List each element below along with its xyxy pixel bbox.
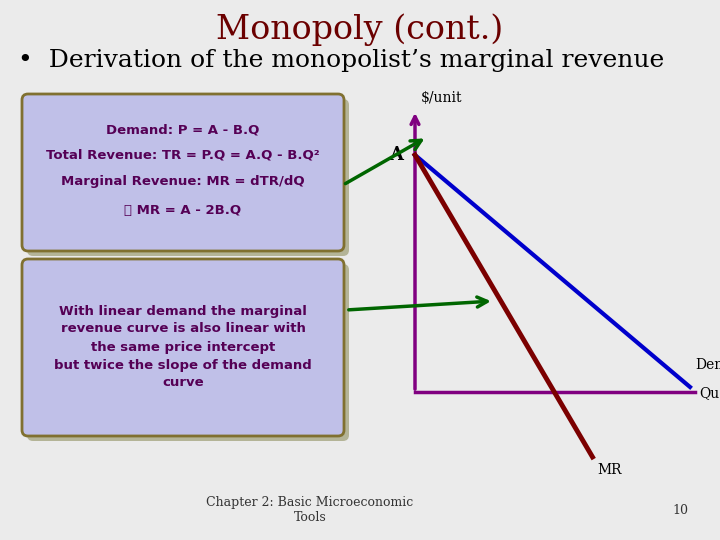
Text: 10: 10 — [672, 503, 688, 516]
Text: Demand: Demand — [695, 358, 720, 372]
FancyBboxPatch shape — [22, 94, 344, 251]
Text: With linear demand the marginal
revenue curve is also linear with
the same price: With linear demand the marginal revenue … — [54, 305, 312, 389]
Text: Total Revenue: TR = P.Q = A.Q - B.Q²: Total Revenue: TR = P.Q = A.Q - B.Q² — [46, 148, 320, 161]
Text: $/unit: $/unit — [421, 91, 462, 105]
Text: Demand: P = A - B.Q: Demand: P = A - B.Q — [107, 124, 260, 137]
FancyBboxPatch shape — [27, 99, 349, 256]
Text: Chapter 2: Basic Microeconomic
Tools: Chapter 2: Basic Microeconomic Tools — [207, 496, 413, 524]
Text: A: A — [389, 146, 403, 164]
Text: Quantity: Quantity — [699, 387, 720, 401]
Text: MR: MR — [598, 463, 622, 477]
Text: ॐ MR = A - 2B.Q: ॐ MR = A - 2B.Q — [125, 204, 242, 217]
Text: •  Derivation of the monopolist’s marginal revenue: • Derivation of the monopolist’s margina… — [18, 49, 665, 71]
FancyBboxPatch shape — [27, 264, 349, 441]
FancyBboxPatch shape — [22, 259, 344, 436]
Text: Marginal Revenue: MR = dTR/dQ: Marginal Revenue: MR = dTR/dQ — [61, 176, 305, 188]
Text: Monopoly (cont.): Monopoly (cont.) — [217, 14, 503, 46]
